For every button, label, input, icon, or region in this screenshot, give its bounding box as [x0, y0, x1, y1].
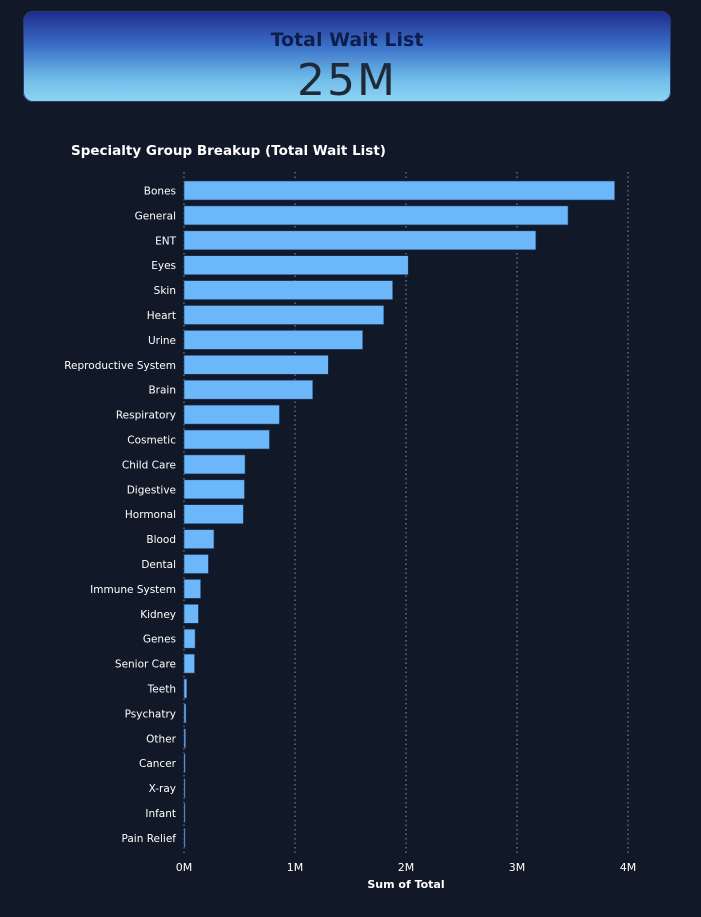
- category-label: Hormonal: [125, 509, 176, 521]
- total-wait-list-card: Total Wait List 25M: [23, 11, 671, 106]
- x-tick-label: 4M: [620, 861, 637, 874]
- category-label: Kidney: [140, 609, 176, 621]
- bar-cosmetic[interactable]: [183, 429, 270, 450]
- category-label: Bones: [144, 186, 176, 198]
- bar-urine[interactable]: [183, 330, 364, 350]
- category-label: Urine: [148, 335, 176, 347]
- category-label: Brain: [148, 385, 176, 397]
- x-tick-labels: 0M 1M 2M 3M 4M: [176, 861, 637, 874]
- bar-general[interactable]: [183, 205, 569, 226]
- bar-pain-relief[interactable]: [183, 828, 186, 848]
- category-label: X-ray: [149, 783, 176, 795]
- category-label: Cancer: [139, 758, 177, 770]
- bar-skin[interactable]: [183, 280, 393, 300]
- x-tick-label: 1M: [287, 861, 304, 874]
- category-label: Skin: [154, 285, 176, 297]
- bar-hormonal[interactable]: [183, 504, 244, 525]
- bar-heart[interactable]: [183, 305, 385, 325]
- bar-genes[interactable]: [183, 628, 196, 649]
- category-label: Teeth: [147, 684, 176, 696]
- bar-reproductive-system[interactable]: [183, 354, 329, 375]
- bar-respiratory[interactable]: [183, 404, 280, 425]
- category-label: ENT: [155, 235, 176, 247]
- category-label: Immune System: [90, 584, 176, 596]
- bar-kidney[interactable]: [183, 603, 199, 624]
- category-label: Respiratory: [116, 410, 176, 422]
- x-axis-title: Sum of Total: [367, 878, 444, 891]
- x-tick-label: 2M: [398, 861, 415, 874]
- bar-psychatry[interactable]: [183, 703, 187, 724]
- bar-ent[interactable]: [183, 230, 537, 251]
- bars: [183, 180, 615, 848]
- x-tick-label: 3M: [509, 861, 526, 874]
- bar-immune-system[interactable]: [183, 579, 201, 599]
- category-label: Cosmetic: [127, 435, 176, 447]
- bar-brain[interactable]: [183, 379, 314, 400]
- x-tick-label: 0M: [176, 861, 193, 874]
- category-label: Pain Relief: [122, 833, 177, 845]
- category-label: Blood: [146, 534, 176, 546]
- bar-blood[interactable]: [183, 529, 215, 549]
- category-label: Heart: [147, 310, 176, 322]
- category-label: Reproductive System: [64, 360, 176, 372]
- category-label: General: [135, 210, 176, 222]
- category-label: Infant: [145, 808, 176, 820]
- category-label: Digestive: [127, 484, 176, 496]
- bar-digestive[interactable]: [183, 479, 245, 500]
- bar-eyes[interactable]: [183, 255, 409, 275]
- category-label: Dental: [141, 559, 176, 571]
- category-label: Other: [146, 733, 176, 745]
- bar-infant[interactable]: [183, 803, 186, 823]
- category-label: Child Care: [122, 459, 176, 471]
- chart-title: Specialty Group Breakup (Total Wait List…: [71, 143, 386, 159]
- category-label: Genes: [143, 634, 176, 646]
- category-label: Senior Care: [115, 659, 176, 671]
- bar-senior-care[interactable]: [183, 653, 195, 674]
- bar-dental[interactable]: [183, 554, 209, 574]
- kpi-value: 25M: [297, 55, 397, 106]
- bar-bones[interactable]: [183, 180, 615, 201]
- bar-x-ray[interactable]: [183, 778, 186, 798]
- category-label: Eyes: [151, 260, 176, 272]
- bar-teeth[interactable]: [183, 678, 188, 699]
- category-label: Psychatry: [125, 708, 176, 720]
- bar-cancer[interactable]: [183, 753, 186, 774]
- bar-child-care[interactable]: [183, 454, 246, 475]
- kpi-title: Total Wait List: [270, 29, 424, 51]
- bar-other[interactable]: [183, 728, 186, 749]
- category-labels: Bones General ENT Eyes Skin Heart Urine Reprodu…: [64, 186, 176, 845]
